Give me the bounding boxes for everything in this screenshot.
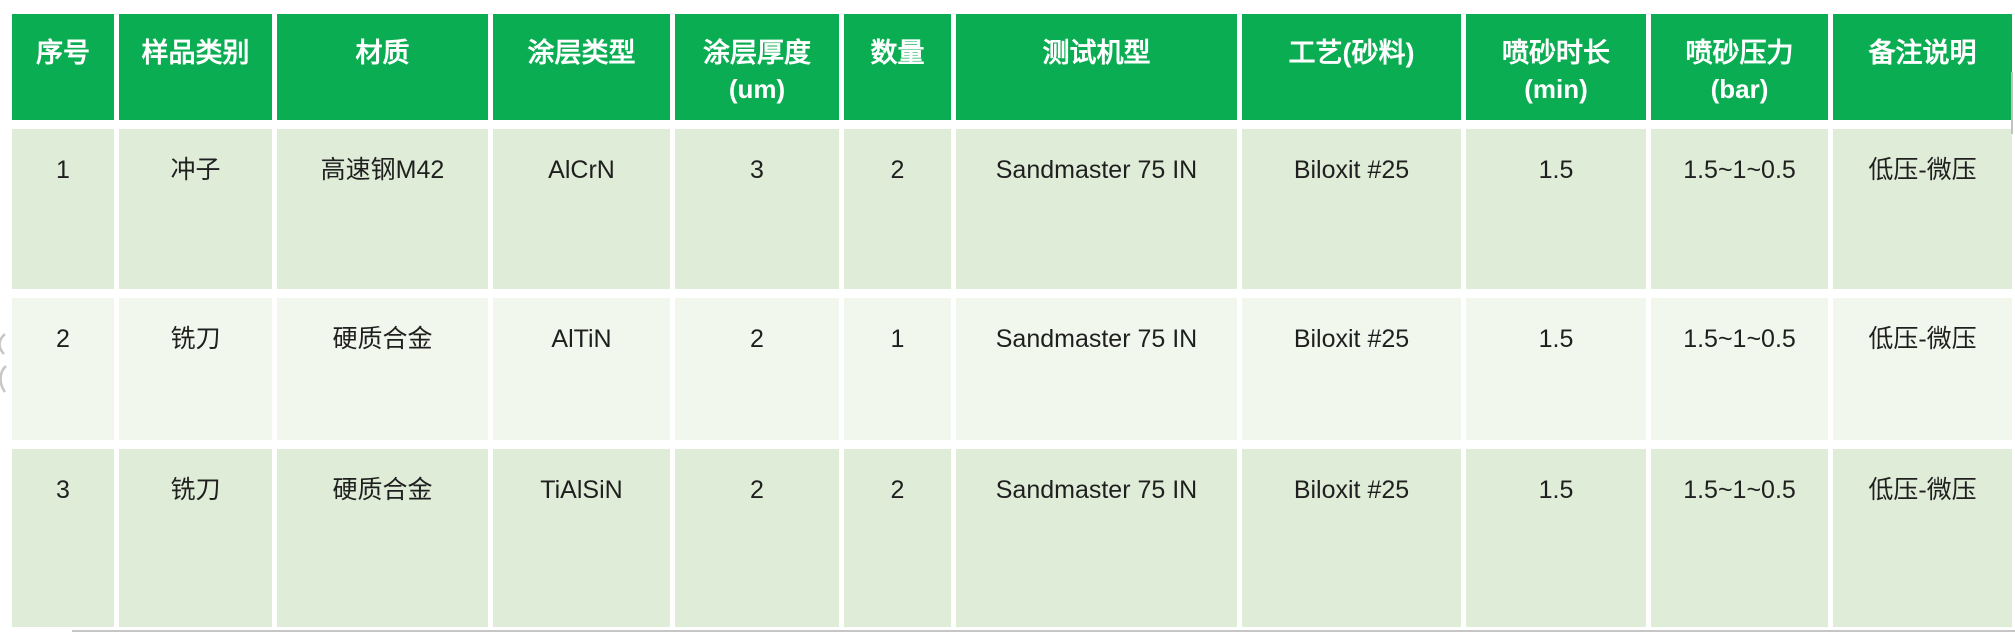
col-header-quantity: 数量: [844, 14, 951, 120]
table-cell-remarks: 低压-微压: [1833, 449, 2012, 627]
table-cell-material: 硬质合金: [277, 298, 488, 440]
right-edge-line: [2011, 72, 2013, 134]
col-header-coating-thickness: 涂层厚度 (um): [675, 14, 839, 120]
bottom-edge-line: [72, 630, 2015, 632]
table-cell-coating-thickness: 2: [675, 298, 839, 440]
table-cell-serial: 3: [12, 449, 114, 627]
table-cell-test-machine: Sandmaster 75 IN: [956, 449, 1237, 627]
col-header-unit: (min): [1524, 74, 1588, 104]
table-cell-blast-duration: 1.5: [1466, 129, 1646, 289]
table-cell-serial: 1: [12, 129, 114, 289]
col-header-remarks: 备注说明: [1833, 14, 2012, 120]
table-cell-blast-pressure: 1.5~1~0.5: [1651, 298, 1828, 440]
table-cell-remarks: 低压-微压: [1833, 129, 2012, 289]
table-cell-coating-type: AlTiN: [493, 298, 670, 440]
col-header-unit: (um): [728, 74, 786, 104]
table-cell-sample-type: 铣刀: [119, 449, 272, 627]
col-header-sample-type: 样品类别: [119, 14, 272, 120]
table-cell-sample-type: 冲子: [119, 129, 272, 289]
col-header-label: 涂层类型: [527, 38, 636, 68]
table-cell-test-machine: Sandmaster 75 IN: [956, 298, 1237, 440]
left-edge-artifact: [0, 333, 7, 393]
col-header-blast-duration: 喷砂时长 (min): [1466, 14, 1646, 120]
table-cell-coating-thickness: 2: [675, 449, 839, 627]
table-cell-quantity: 1: [844, 298, 951, 440]
col-header-coating-type: 涂层类型: [493, 14, 670, 120]
table-cell-blast-duration: 1.5: [1466, 298, 1646, 440]
table-cell-quantity: 2: [844, 129, 951, 289]
col-header-label: 序号: [36, 38, 90, 68]
col-header-blast-pressure: 喷砂压力 (bar): [1651, 14, 1828, 120]
col-header-label: 备注说明: [1868, 38, 1977, 68]
table-cell-process-abrasive: Biloxit #25: [1242, 449, 1461, 627]
col-header-test-machine: 测试机型: [956, 14, 1237, 120]
table-cell-material: 高速钢M42: [277, 129, 488, 289]
table-cell-quantity: 2: [844, 449, 951, 627]
col-header-serial: 序号: [12, 14, 114, 120]
table-cell-material: 硬质合金: [277, 449, 488, 627]
table-cell-sample-type: 铣刀: [119, 298, 272, 440]
table-cell-serial: 2: [12, 298, 114, 440]
col-header-label: 材质: [355, 38, 410, 68]
col-header-label: 样品类别: [141, 38, 250, 68]
col-header-label: 喷砂时长: [1502, 38, 1610, 68]
table-cell-blast-duration: 1.5: [1466, 449, 1646, 627]
col-header-unit: (bar): [1710, 74, 1769, 104]
table-cell-blast-pressure: 1.5~1~0.5: [1651, 449, 1828, 627]
table-cell-process-abrasive: Biloxit #25: [1242, 298, 1461, 440]
table-cell-test-machine: Sandmaster 75 IN: [956, 129, 1237, 289]
col-header-label: 工艺(砂料): [1288, 38, 1415, 68]
col-header-label: 涂层厚度: [703, 38, 811, 68]
col-header-label: 喷砂压力: [1685, 38, 1794, 68]
table-cell-blast-pressure: 1.5~1~0.5: [1651, 129, 1828, 289]
table-cell-coating-type: TiAlSiN: [493, 449, 670, 627]
table-cell-coating-type: AlCrN: [493, 129, 670, 289]
table-cell-remarks: 低压-微压: [1833, 298, 2012, 440]
table-cell-coating-thickness: 3: [675, 129, 839, 289]
col-header-process-abrasive: 工艺(砂料): [1242, 14, 1461, 120]
table-cell-process-abrasive: Biloxit #25: [1242, 129, 1461, 289]
col-header-material: 材质: [277, 14, 488, 120]
sandblasting-test-table: 序号 样品类别 材质 涂层类型 涂层厚度 (um) 数量 测试机型 工艺(砂料)…: [12, 14, 2012, 627]
col-header-label: 测试机型: [1042, 38, 1151, 68]
col-header-label: 数量: [870, 38, 925, 68]
